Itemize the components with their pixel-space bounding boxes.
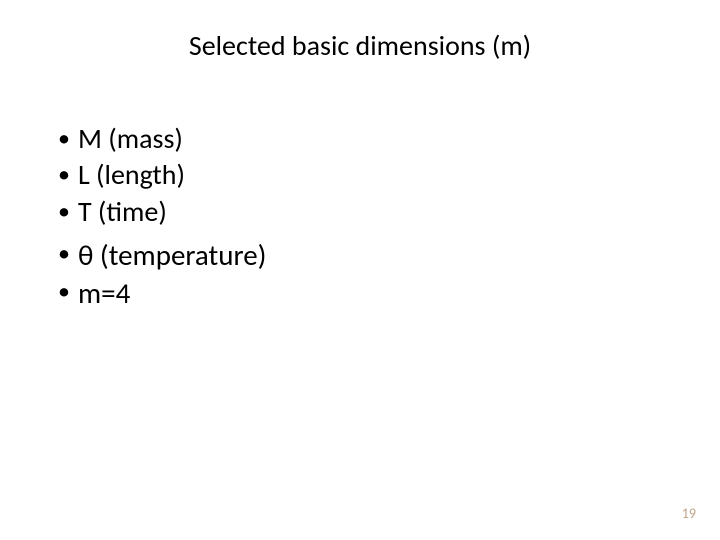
list-item: • M (mass) bbox=[58, 121, 720, 157]
bullet-icon: • bbox=[58, 194, 70, 230]
list-item-text: M (mass) bbox=[78, 121, 183, 157]
page-number: 19 bbox=[682, 505, 696, 522]
list-item-text: L (length) bbox=[78, 157, 185, 193]
list-item: • θ (temperature) bbox=[58, 236, 720, 274]
bullet-icon: • bbox=[58, 121, 70, 157]
bullet-icon: • bbox=[58, 236, 70, 272]
bullet-icon: • bbox=[58, 274, 70, 310]
bullet-list: • M (mass) • L (length) • T (time) • θ (… bbox=[0, 63, 720, 313]
bullet-icon: • bbox=[58, 157, 70, 193]
list-item: • T (time) bbox=[58, 194, 720, 230]
list-item-text: T (time) bbox=[78, 194, 167, 230]
list-item-text: m=4 bbox=[78, 274, 130, 312]
list-item: • L (length) bbox=[58, 157, 720, 193]
slide-title: Selected basic dimensions (m) bbox=[0, 0, 720, 63]
list-item: • m=4 bbox=[58, 274, 720, 312]
list-item-text: θ (temperature) bbox=[78, 236, 266, 274]
